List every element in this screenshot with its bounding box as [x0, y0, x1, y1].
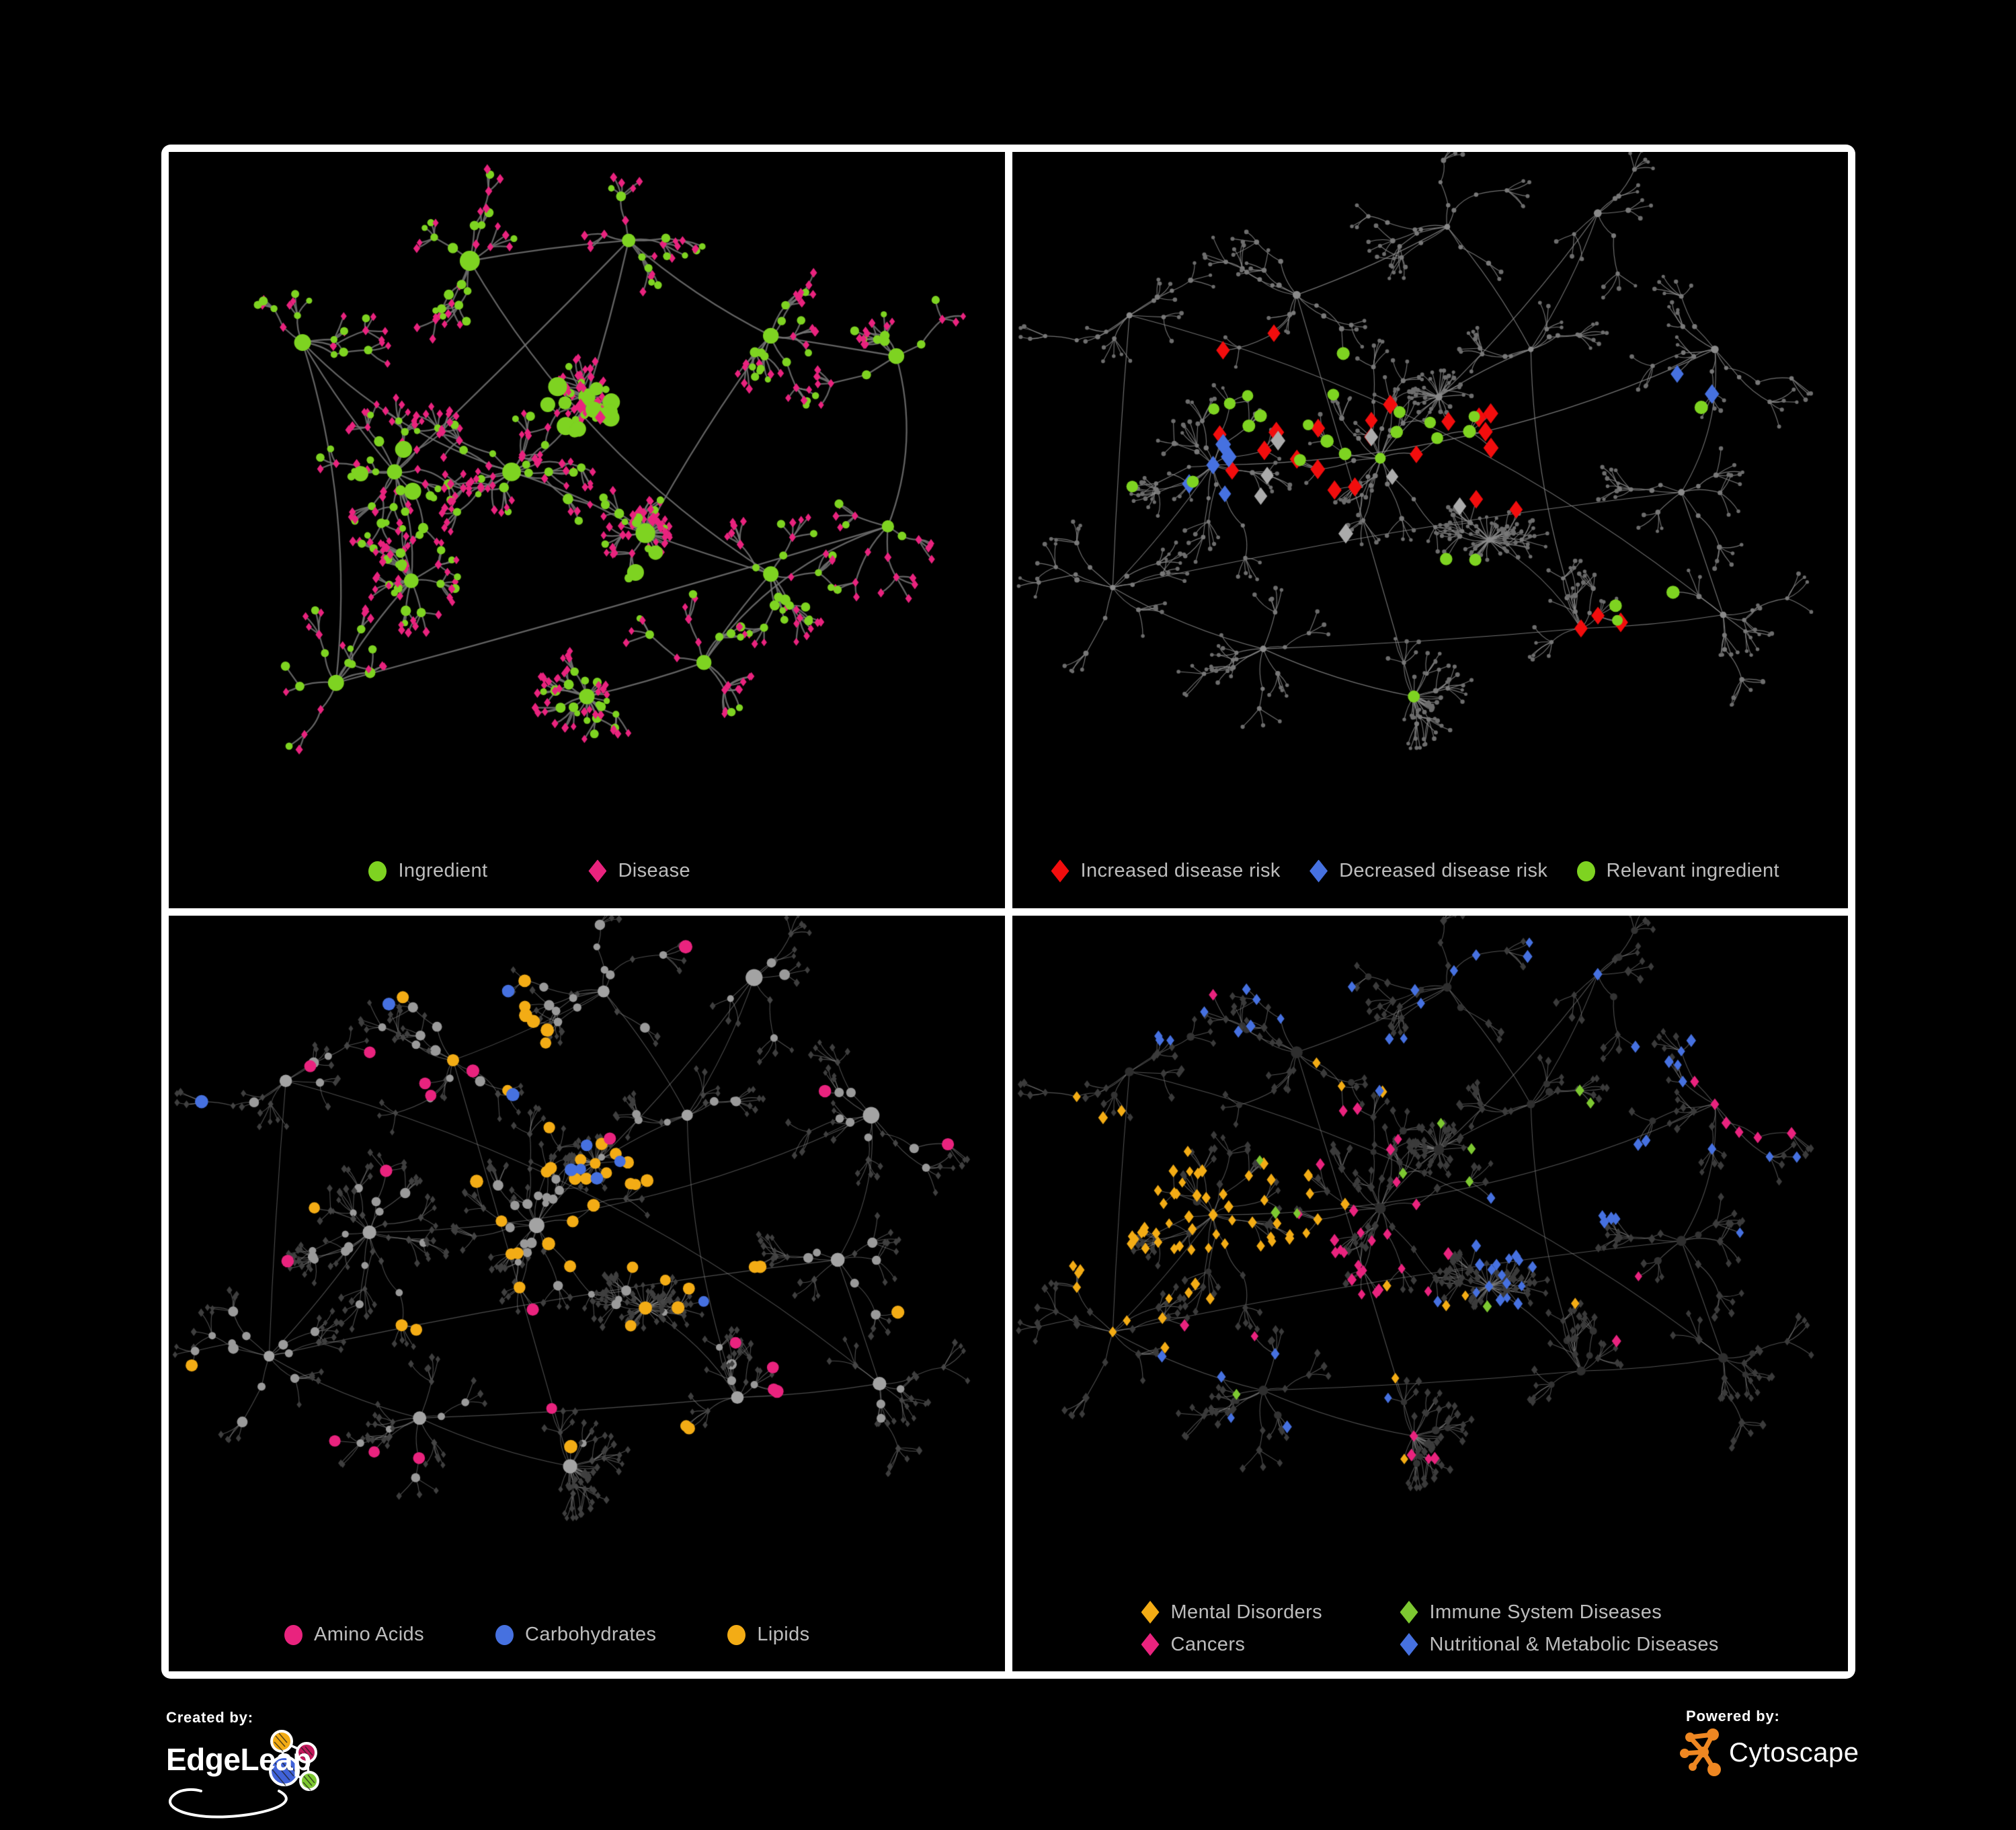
legend-label: Nutritional & Metabolic Diseases [1429, 1633, 1719, 1655]
network-disease-categories [1012, 915, 1848, 1671]
legend-item: Lipids [727, 1624, 809, 1646]
diamond-icon [1400, 1601, 1418, 1624]
legend-label: Mental Disorders [1170, 1601, 1323, 1623]
legend-disease-risk: Increased disease risk Decreased disease … [1012, 859, 1849, 883]
legend-ingredient-disease: Ingredient Disease [169, 859, 1005, 883]
panel-disease-risk: Increased disease risk Decreased disease … [1012, 152, 1849, 908]
legend-item: Ingredient [368, 860, 487, 882]
edgeleap-wordmark: EdgeLeap [166, 1742, 311, 1777]
diamond-icon [1141, 1601, 1160, 1624]
diamond-icon [588, 859, 607, 883]
legend-label: Amino Acids [314, 1624, 424, 1645]
diamond-icon [1400, 1633, 1418, 1656]
legend-item: Disease [588, 859, 691, 883]
legend-item: Decreased disease risk [1309, 859, 1548, 883]
network-disease-risk [1012, 152, 1848, 908]
edgeleap-logo: EdgeLeap [166, 1730, 542, 1819]
circle-icon [368, 861, 387, 881]
cytoscape-network-icon [1680, 1728, 1721, 1776]
legend-label: Decreased disease risk [1339, 860, 1548, 881]
circle-icon [284, 1624, 303, 1645]
edgeleap-network-icon [169, 1730, 319, 1819]
powered-by-label: Powered by: [1686, 1708, 1780, 1724]
legend-label: Carbohydrates [524, 1624, 657, 1645]
legend-item: Increased disease risk [1051, 859, 1281, 883]
figure-grid: Ingredient Disease Increased disease risk… [161, 145, 1855, 1679]
legend-label: Cancers [1170, 1633, 1246, 1655]
legend-label: Disease [618, 860, 691, 881]
legend-item: Relevant ingredient [1576, 860, 1779, 882]
circle-icon [1576, 861, 1595, 881]
legend-disease-categories: Mental Disorders Cancers Immune System Dis… [1012, 1596, 1849, 1661]
circle-icon [495, 1624, 514, 1645]
legend-macronutrients: Amino Acids Carbohydrates Lipids [169, 1624, 1005, 1646]
panel-macronutrients: Amino Acids Carbohydrates Lipids [169, 915, 1005, 1671]
legend-label: Relevant ingredient [1606, 860, 1779, 881]
powered-by-block: Powered by: Cytoscape [1679, 1708, 1859, 1779]
legend-label: Ingredient [398, 860, 488, 881]
panel-disease-categories: Mental Disorders Cancers Immune System Dis… [1012, 915, 1849, 1671]
created-by-label: Created by: [166, 1709, 253, 1726]
circle-icon [727, 1624, 746, 1645]
legend-item: Mental Disorders [1141, 1596, 1400, 1628]
legend-item: Nutritional & Metabolic Diseases [1400, 1628, 1719, 1661]
legend-item: Carbohydrates [495, 1624, 656, 1646]
diamond-icon [1309, 859, 1328, 883]
network-macronutrients [169, 915, 1005, 1671]
network-ingredient-disease [169, 152, 1005, 908]
cytoscape-wordmark: Cytoscape [1729, 1737, 1859, 1767]
legend-label: Immune System Diseases [1429, 1601, 1662, 1623]
legend-item: Cancers [1141, 1628, 1400, 1661]
legend-label: Lipids [757, 1624, 810, 1645]
legend-item: Immune System Diseases [1400, 1596, 1719, 1628]
cytoscape-logo: Cytoscape [1679, 1726, 1859, 1779]
panel-ingredient-disease: Ingredient Disease [169, 152, 1005, 908]
legend-label: Increased disease risk [1080, 860, 1281, 881]
diamond-icon [1051, 859, 1070, 883]
diamond-icon [1141, 1633, 1160, 1656]
created-by-block: Created by: [166, 1709, 542, 1819]
legend-item: Amino Acids [284, 1624, 424, 1646]
